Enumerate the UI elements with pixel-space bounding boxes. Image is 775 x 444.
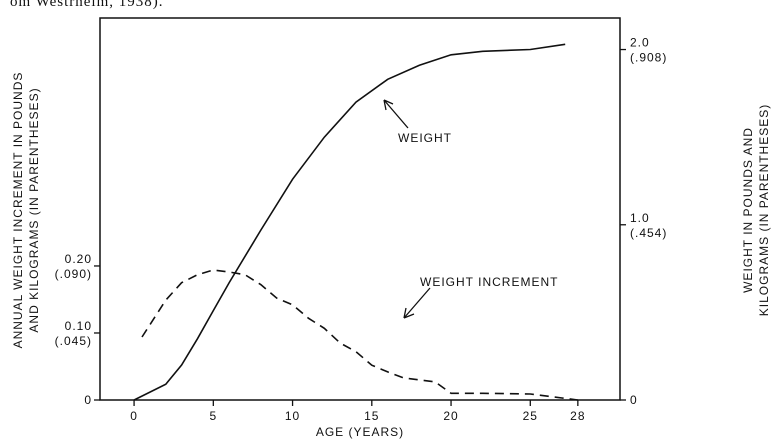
y-axis-label: ANNUAL WEIGHT INCREMENT IN POUNDS AND KI… — [11, 72, 41, 349]
x-axis-label: AGE (YEARS) — [316, 425, 404, 439]
x-tick-label: 28 — [570, 409, 585, 423]
x-tick-label: 20 — [443, 409, 458, 423]
x-tick-label: 15 — [364, 409, 379, 423]
x-tick-label: 5 — [209, 409, 217, 423]
plot-frame — [99, 17, 621, 401]
caption: om Westrheim, 1938). — [10, 0, 164, 10]
y2-tick-label: 0 — [630, 393, 638, 407]
x-tick-label: 0 — [130, 409, 138, 423]
y2-axis-label-line: WEIGHT IN POUNDS AND — [741, 127, 755, 293]
increment-arrow — [403, 287, 431, 319]
y2-tick-label: 2.0 (.908) — [630, 36, 667, 65]
x-tick-label: 25 — [523, 409, 538, 423]
series-label: WEIGHT INCREMENT — [420, 275, 558, 289]
y-tick-label: 0.20 (.090) — [55, 252, 92, 281]
y-tick-label: 0 — [84, 393, 92, 407]
y-axis-label-line: AND KILOGRAMS (IN PARENTHESES) — [27, 87, 41, 332]
y-tick-label: 0.10 (.045) — [55, 319, 92, 348]
x-tick-label: 10 — [285, 409, 300, 423]
series-line — [141, 269, 578, 401]
series-line — [133, 43, 566, 401]
y2-axis-label-line: KILOGRAMS (IN PARENTHESES) — [757, 104, 771, 316]
weight-arrow — [383, 99, 409, 129]
y2-tick-label: 1.0 (.454) — [630, 211, 667, 240]
series-label: WEIGHT — [398, 131, 452, 145]
y2-axis-label: WEIGHT IN POUNDS AND KILOGRAMS (IN PAREN… — [741, 104, 771, 316]
y-axis-label-line: ANNUAL WEIGHT INCREMENT IN POUNDS — [11, 72, 25, 349]
